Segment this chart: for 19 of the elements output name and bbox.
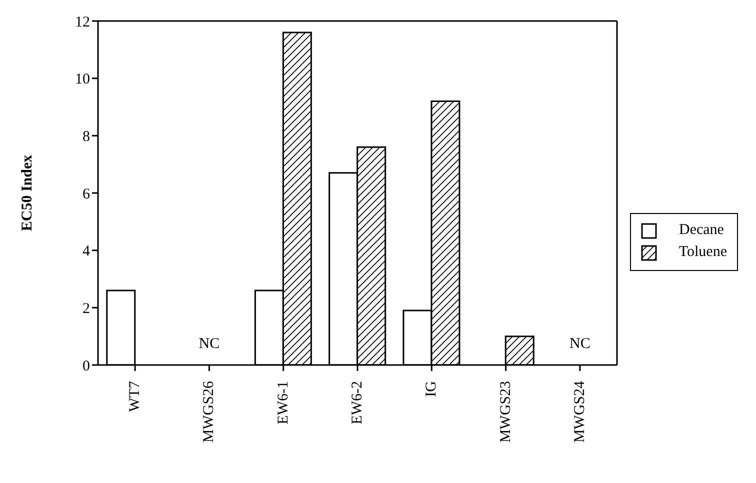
x-tick-label: MWGS26 [201, 380, 218, 443]
x-tick-label: WT7 [127, 380, 144, 412]
y-tick-label: 8 [82, 128, 90, 145]
x-tick-label: MWGS23 [498, 381, 514, 443]
y-tick-label: 0 [82, 358, 90, 374]
x-tick-label: MWGS24 [572, 380, 588, 443]
y-axis-title: EC50 Index [19, 154, 36, 232]
annotation: NC [570, 336, 590, 352]
x-tick-label: IG [424, 380, 440, 397]
annotation: NC [198, 336, 220, 352]
legend-label: Decane [679, 222, 724, 239]
y-tick-label: 10 [75, 72, 90, 88]
legend-label: Toluene [678, 244, 727, 261]
x-tick-label: EW6-1 [275, 381, 292, 424]
x-tick-label: EW6-2 [350, 381, 366, 424]
y-tick-label: 6 [82, 186, 90, 202]
y-tick-label: 2 [82, 300, 90, 317]
y-tick-label: 12 [75, 14, 90, 30]
y-tick-label: 4 [82, 244, 90, 260]
